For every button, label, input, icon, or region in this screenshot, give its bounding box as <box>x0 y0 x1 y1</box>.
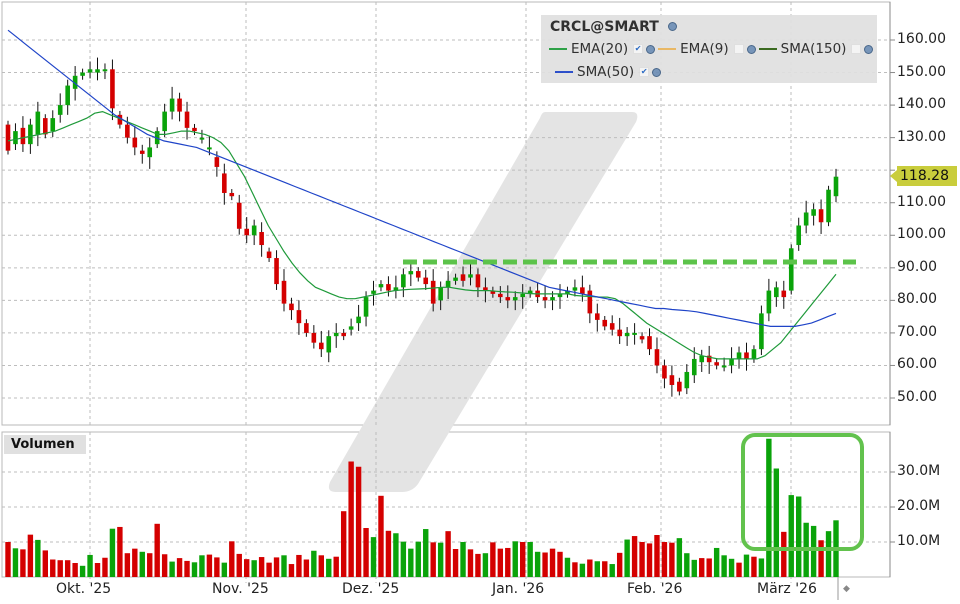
last-price-tag: 118.28 <box>890 166 957 186</box>
time-tick-label: Dez. '25 <box>342 581 400 597</box>
volume-tick-label: 20.0M <box>897 498 941 514</box>
price-tick-label: 110.00 <box>897 193 946 210</box>
volume-panel-label: Volumen <box>4 435 86 454</box>
price-tick-label: 140.00 <box>897 96 946 113</box>
legend-sma50-label: SMA(50) <box>577 64 635 80</box>
volume-tick-label: 30.0M <box>897 463 941 479</box>
symbol-title: CRCL@SMART <box>550 19 659 35</box>
legend-row-1: EMA(20) ✔ EMA(9) SMA(150) <box>549 41 876 57</box>
price-tick-label: 90.00 <box>897 258 938 275</box>
sma50-checkbox[interactable]: ✔ <box>639 67 650 77</box>
symbol-settings-icon[interactable] <box>667 22 677 31</box>
price-tick-label: 60.00 <box>897 356 938 373</box>
time-tick-label: Jan. '26 <box>492 581 545 597</box>
time-tick-label: März '26 <box>757 581 817 597</box>
price-tick-label: 130.00 <box>897 128 946 145</box>
price-tick-label: 80.00 <box>897 291 938 308</box>
legend-sma150-label: SMA(150) <box>780 41 847 57</box>
legend-row-2: SMA(50) ✔ <box>555 64 664 80</box>
price-tick-label: 70.00 <box>897 323 938 340</box>
ema9-settings-icon[interactable] <box>746 44 756 54</box>
sma150-swatch-icon <box>758 48 777 50</box>
legend-panel: CRCL@SMART EMA(20) ✔ EMA(9) SMA(150) SMA… <box>541 15 877 83</box>
scroll-right-arrow-icon[interactable]: ◆ <box>843 584 850 594</box>
time-tick-label: Nov. '25 <box>212 581 269 597</box>
legend-ema9-label: EMA(9) <box>680 41 729 57</box>
price-tick-label: 160.00 <box>897 31 946 47</box>
volume-tick-label: 10.0M <box>897 533 941 549</box>
sma150-settings-icon[interactable] <box>864 44 874 54</box>
price-tick-label: 150.00 <box>897 63 946 80</box>
sma50-settings-icon[interactable] <box>652 67 662 77</box>
ema9-swatch-icon <box>658 48 677 50</box>
ema20-settings-icon[interactable] <box>646 44 656 54</box>
sma150-checkbox[interactable] <box>851 44 862 54</box>
ema20-swatch-icon <box>549 48 567 50</box>
ema20-checkbox[interactable]: ✔ <box>633 44 644 54</box>
price-tick-label: 100.00 <box>897 226 946 243</box>
time-tick-label: Feb. '26 <box>627 581 683 597</box>
legend-ema20-label: EMA(20) <box>571 41 629 57</box>
ema9-checkbox[interactable] <box>733 44 744 54</box>
price-tick-label: 50.00 <box>897 389 938 405</box>
sma50-swatch-icon <box>555 71 573 73</box>
time-tick-label: Okt. '25 <box>56 581 112 597</box>
